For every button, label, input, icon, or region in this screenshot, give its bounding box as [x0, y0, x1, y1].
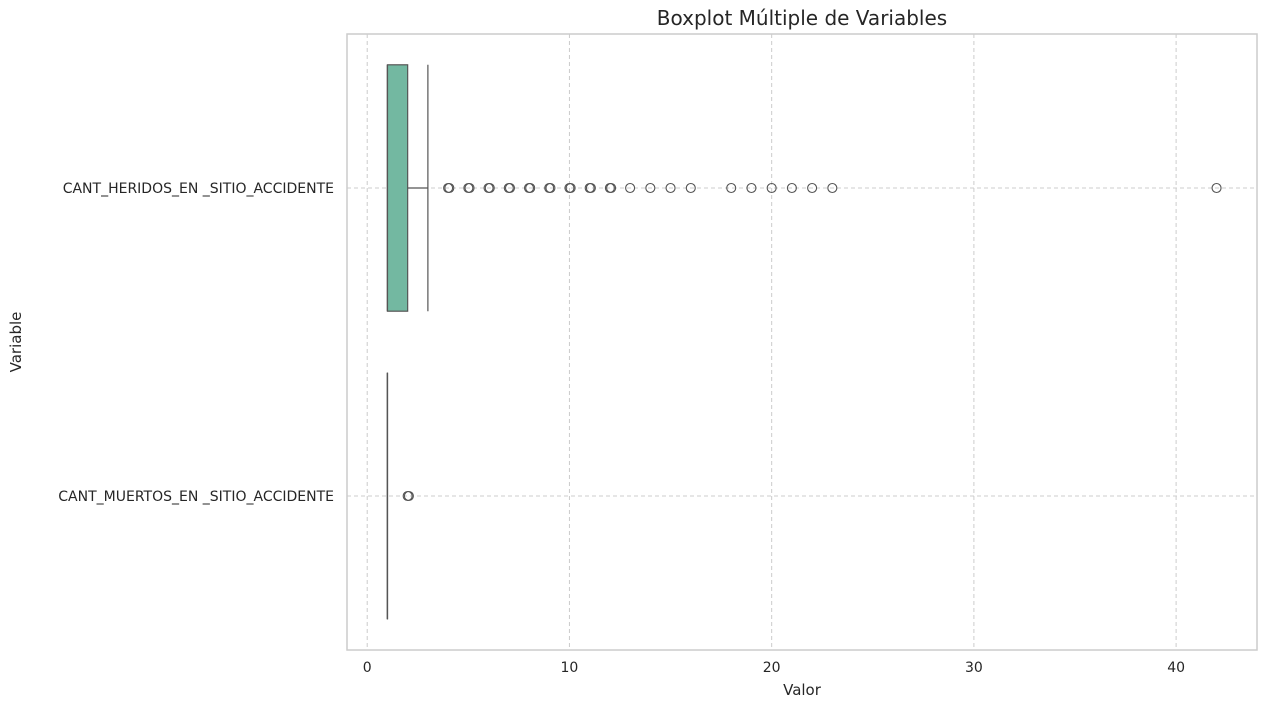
outlier-point — [403, 490, 414, 502]
outlier-point — [606, 182, 617, 194]
boxplot-group — [386, 372, 414, 620]
box — [386, 64, 409, 312]
outlier-point — [484, 182, 495, 194]
y-axis-label: Variable — [7, 312, 25, 373]
outlier-point — [786, 182, 797, 194]
x-tick-label: 30 — [965, 660, 983, 676]
outlier-point — [585, 182, 596, 194]
boxplot-group — [386, 64, 1222, 312]
outlier-point — [766, 182, 777, 194]
outlier-point — [565, 182, 576, 194]
outlier-point — [645, 182, 656, 194]
outlier-point — [746, 182, 757, 194]
outlier-point — [685, 182, 696, 194]
grid-layer — [347, 34, 1257, 650]
outlier-point — [444, 182, 455, 194]
outlier-point — [1211, 182, 1222, 194]
x-tick-label: 10 — [561, 660, 579, 676]
outlier-point — [807, 182, 818, 194]
x-tick-label: 40 — [1167, 660, 1185, 676]
outlier-point — [665, 182, 676, 194]
outlier-point — [464, 182, 475, 194]
outlier-point — [625, 182, 636, 194]
x-tick-label: 20 — [763, 660, 781, 676]
outlier-point — [726, 182, 737, 194]
x-axis-label: Valor — [783, 681, 822, 699]
y-tick-label: CANT_MUERTOS_EN _SITIO_ACCIDENTE — [58, 489, 334, 505]
plot-frame — [346, 33, 1258, 651]
outlier-point — [545, 182, 556, 194]
outlier-point — [525, 182, 536, 194]
box-layer — [386, 64, 1222, 620]
outlier-point — [827, 182, 838, 194]
outlier-point — [504, 182, 516, 194]
tick-layer: 0 10 20 30 40 CANT_HERIDOS_EN _SITIO_ACCIDENT… — [58, 181, 1185, 676]
chart-title: Boxplot Múltiple de Variables — [657, 6, 947, 30]
x-tick-label: 0 — [363, 660, 372, 676]
y-tick-label: CANT_HERIDOS_EN _SITIO_ACCIDENTE — [63, 181, 334, 197]
